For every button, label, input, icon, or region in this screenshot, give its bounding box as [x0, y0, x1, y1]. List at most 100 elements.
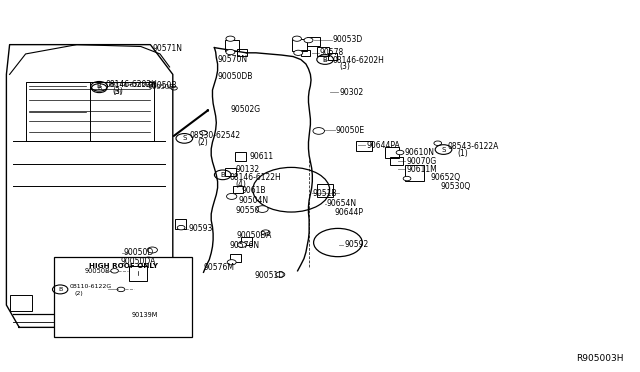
Bar — [390, 157, 403, 165]
Text: 08330-62542: 08330-62542 — [189, 131, 241, 140]
Text: 90593: 90593 — [189, 224, 213, 233]
Text: 08146-6122H: 08146-6122H — [229, 173, 281, 182]
Text: 90050D: 90050D — [124, 248, 154, 257]
Text: 90132: 90132 — [236, 165, 260, 174]
Text: 90592: 90592 — [344, 240, 369, 249]
Bar — [317, 46, 329, 56]
Text: 90644PA: 90644PA — [366, 141, 400, 150]
Circle shape — [200, 131, 207, 135]
Text: (2): (2) — [74, 291, 83, 296]
Bar — [301, 50, 310, 56]
Text: 90652Q: 90652Q — [430, 173, 460, 182]
Circle shape — [403, 176, 411, 181]
Text: 90050DA: 90050DA — [120, 257, 156, 266]
Circle shape — [257, 206, 268, 212]
Circle shape — [147, 247, 157, 253]
Bar — [234, 186, 243, 193]
Text: 90051D: 90051D — [255, 271, 285, 280]
Bar — [61, 291, 118, 311]
Text: (1): (1) — [458, 149, 468, 158]
Text: 90654N: 90654N — [326, 199, 356, 208]
Text: 08543-6122A: 08543-6122A — [448, 142, 499, 151]
Circle shape — [227, 193, 237, 199]
Bar — [54, 257, 192, 337]
Text: 90050DA: 90050DA — [237, 231, 272, 240]
Bar — [292, 39, 307, 51]
Text: 08110-6122G: 08110-6122G — [70, 284, 112, 289]
Circle shape — [177, 225, 185, 230]
Text: 90550: 90550 — [236, 206, 260, 215]
Circle shape — [434, 141, 442, 145]
Text: 90053D: 90053D — [333, 35, 363, 44]
Bar — [237, 49, 247, 56]
Text: FRONT: FRONT — [128, 265, 154, 293]
Circle shape — [304, 38, 313, 43]
Circle shape — [226, 36, 235, 41]
Text: 08146-6202H: 08146-6202H — [109, 83, 151, 88]
Circle shape — [396, 150, 404, 155]
Text: 90502G: 90502G — [230, 105, 260, 114]
Bar — [146, 295, 168, 311]
Bar — [356, 141, 371, 151]
Circle shape — [237, 242, 246, 247]
Text: (4): (4) — [236, 180, 246, 189]
Circle shape — [292, 36, 301, 41]
Text: 08146-6202H: 08146-6202H — [106, 80, 157, 89]
Text: 90576M: 90576M — [204, 263, 234, 272]
Text: (3): (3) — [113, 90, 122, 95]
Bar — [225, 40, 239, 51]
Bar — [230, 254, 241, 262]
Circle shape — [227, 260, 236, 265]
Text: 90571N: 90571N — [152, 44, 182, 53]
Circle shape — [144, 257, 153, 262]
Bar — [307, 37, 320, 46]
Text: 90050B: 90050B — [148, 84, 174, 90]
Text: 90611M: 90611M — [406, 165, 437, 174]
Bar — [225, 168, 236, 176]
Text: 90050DB: 90050DB — [218, 72, 253, 81]
Bar — [129, 266, 147, 281]
Text: (2): (2) — [197, 138, 208, 147]
Text: B: B — [323, 57, 328, 62]
Text: 90504N: 90504N — [238, 196, 268, 205]
Bar — [241, 237, 252, 245]
Text: 90576N: 90576N — [229, 241, 259, 250]
Text: (3): (3) — [112, 87, 123, 96]
Text: 90644P: 90644P — [334, 208, 363, 217]
Text: 90578: 90578 — [320, 48, 344, 57]
Bar — [405, 164, 424, 181]
Text: 90139M: 90139M — [131, 312, 157, 318]
Bar — [235, 151, 246, 161]
Text: 90611: 90611 — [250, 153, 274, 161]
Text: 90050E: 90050E — [336, 126, 365, 135]
Text: 90302: 90302 — [339, 88, 364, 97]
Text: (3): (3) — [339, 62, 350, 71]
Text: 9061B: 9061B — [242, 186, 266, 195]
Circle shape — [294, 50, 303, 55]
Text: 90570N: 90570N — [218, 55, 248, 64]
Text: 90050B: 90050B — [147, 81, 177, 90]
Text: 9051B: 9051B — [312, 189, 337, 198]
Bar — [317, 184, 333, 197]
Text: HIGH ROOF ONLY: HIGH ROOF ONLY — [89, 263, 157, 269]
Bar — [175, 219, 186, 228]
Text: 90610N: 90610N — [404, 148, 435, 157]
Text: S: S — [442, 147, 445, 153]
Text: 90070G: 90070G — [406, 157, 436, 166]
Circle shape — [313, 128, 324, 134]
Circle shape — [276, 272, 285, 277]
Circle shape — [261, 230, 270, 235]
Text: 90050B: 90050B — [85, 268, 111, 274]
Bar — [385, 147, 399, 158]
Text: R905003H: R905003H — [577, 354, 624, 363]
Text: B: B — [97, 83, 102, 89]
Circle shape — [226, 49, 235, 55]
Text: S: S — [182, 135, 186, 141]
Text: B: B — [220, 172, 225, 178]
Text: 08146-6202H: 08146-6202H — [333, 56, 385, 65]
Text: B: B — [58, 287, 62, 292]
Text: B: B — [97, 86, 101, 91]
Bar — [10, 295, 32, 311]
Text: 90530Q: 90530Q — [440, 182, 470, 190]
Bar — [328, 53, 337, 60]
